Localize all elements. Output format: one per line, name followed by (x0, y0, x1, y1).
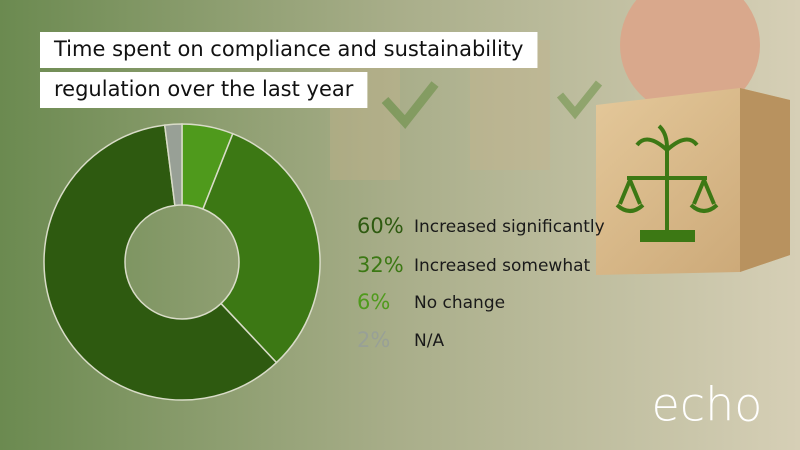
title-line: Time spent on compliance and sustainabil… (53, 37, 523, 61)
cube (596, 0, 790, 275)
legend-label: Increased significantly (414, 217, 605, 237)
legend: 60% Increased significantly 32% Increased s… (357, 214, 605, 352)
legend-value: 60% (357, 214, 404, 238)
legend-label: No change (414, 293, 505, 313)
title-box (40, 72, 368, 108)
donut-chart (43, 123, 321, 401)
legend-value: 32% (357, 253, 404, 277)
title: Time spent on compliance and sustainabil… (40, 32, 538, 108)
title-line: regulation over the last year (54, 77, 354, 101)
legend-value: 6% (357, 290, 390, 314)
logo: echo (652, 378, 763, 432)
title-box (40, 32, 538, 68)
legend-label: N/A (414, 331, 444, 351)
pie-slice (163, 123, 183, 207)
legend-label: Increased somewhat (414, 256, 591, 276)
pie-slice (43, 124, 278, 401)
pie-slice (202, 132, 321, 364)
legend-value: 2% (357, 328, 390, 352)
